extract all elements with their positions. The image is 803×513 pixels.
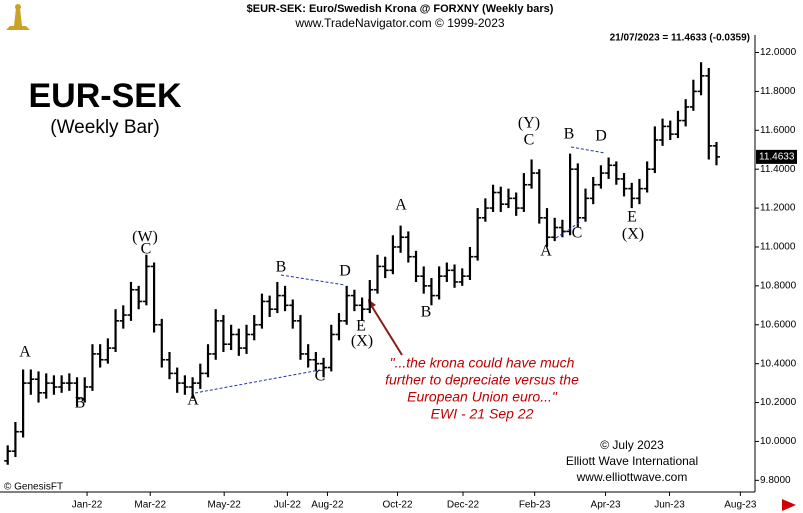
- y-tick-label: 11.8000: [760, 86, 796, 97]
- last-price-box: [756, 149, 797, 164]
- x-tick-label: Jun-23: [654, 500, 685, 511]
- wave-label: (W): [132, 229, 158, 246]
- wave-label: (X): [351, 333, 373, 350]
- y-tick-label: 11.6000: [760, 125, 796, 136]
- wave-label: C: [524, 132, 535, 149]
- x-tick-label: Mar-22: [134, 500, 166, 511]
- wave-label: A: [395, 197, 407, 214]
- x-tick-label: May-22: [208, 500, 242, 511]
- quote-line: European Union euro...": [407, 389, 558, 405]
- chart-subtitle: (Weekly Bar): [50, 117, 159, 138]
- x-tick-label: Feb-23: [519, 500, 551, 511]
- wave-label: E: [627, 209, 637, 226]
- wave-label: D: [595, 128, 607, 145]
- wave-label: C: [315, 368, 326, 385]
- scroll-arrow: [782, 499, 796, 511]
- credit: Elliott Wave International: [566, 454, 698, 468]
- trend-line: [280, 274, 346, 286]
- logo: [6, 4, 30, 30]
- wave-label: (X): [622, 226, 644, 243]
- trend-line: [570, 146, 606, 154]
- wave-label: C: [572, 225, 583, 242]
- credit: www.elliottwave.com: [576, 470, 688, 484]
- chart-title: EUR-SEK: [28, 77, 181, 115]
- y-tick-label: 11.2000: [760, 203, 796, 214]
- wave-label: D: [339, 263, 351, 280]
- wave-label: E: [356, 318, 366, 335]
- y-tick-label: 12.0000: [760, 47, 797, 58]
- y-tick-label: 11.4000: [760, 164, 796, 175]
- x-tick-label: Dec-22: [447, 500, 480, 511]
- source: www.TradeNavigator.com © 1999-2023: [294, 16, 504, 30]
- data-credit: © GenesisFT: [4, 482, 63, 493]
- wave-label: (Y): [518, 115, 540, 132]
- wave-label: B: [75, 395, 86, 412]
- last-price-label: 11.4633: [759, 152, 795, 163]
- x-tick-label: Jan-22: [72, 500, 103, 511]
- y-tick-label: 10.2000: [760, 397, 797, 408]
- wave-label: B: [564, 126, 575, 143]
- wave-label: B: [421, 304, 432, 321]
- last-info: 21/07/2023 = 11.4633 (-0.0359): [610, 33, 750, 44]
- x-tick-label: Jul-22: [274, 500, 302, 511]
- y-tick-label: 9.8000: [760, 475, 791, 486]
- quote-line: further to depreciate versus the: [385, 372, 579, 388]
- wave-label: C: [141, 241, 152, 258]
- wave-label: B: [276, 259, 287, 276]
- y-tick-label: 11.0000: [760, 242, 796, 253]
- wave-label: A: [187, 392, 199, 409]
- x-tick-label: Apr-23: [591, 500, 621, 511]
- credit: © July 2023: [600, 438, 664, 452]
- y-tick-label: 10.0000: [760, 436, 797, 447]
- y-tick-label: 10.8000: [760, 281, 797, 292]
- wave-label: A: [540, 243, 552, 260]
- quote-line: "...the krona could have much: [390, 355, 575, 371]
- trend-line: [194, 369, 321, 394]
- y-tick-label: 10.6000: [760, 319, 797, 330]
- header: $EUR-SEK: Euro/Swedish Krona @ FORXNY (W…: [247, 3, 554, 15]
- x-tick-label: Oct-22: [383, 500, 413, 511]
- x-tick-label: Aug-23: [724, 500, 757, 511]
- y-tick-label: 10.4000: [760, 358, 797, 369]
- wave-label: A: [19, 344, 31, 361]
- quote-line: EWI - 21 Sep 22: [431, 406, 534, 422]
- x-tick-label: Aug-22: [311, 500, 344, 511]
